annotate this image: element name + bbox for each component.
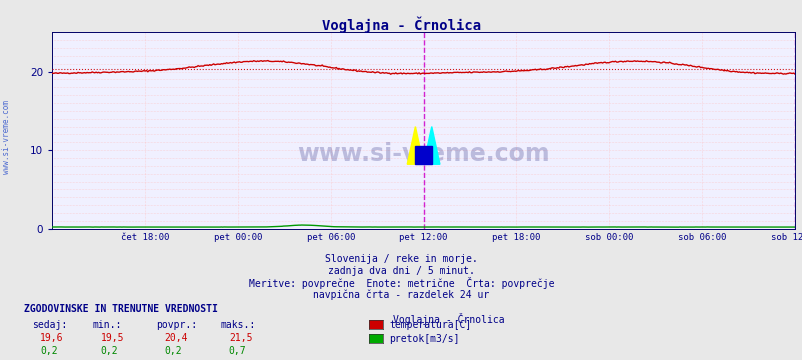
Text: zadnja dva dni / 5 minut.: zadnja dva dni / 5 minut. (328, 266, 474, 276)
Text: 0,2: 0,2 (164, 346, 182, 356)
Text: sedaj:: sedaj: (32, 320, 67, 330)
Text: 0,7: 0,7 (229, 346, 246, 356)
Text: www.si-vreme.com: www.si-vreme.com (2, 100, 11, 174)
Text: čet 18:00: čet 18:00 (121, 233, 169, 242)
Text: www.si-vreme.com: www.si-vreme.com (297, 142, 549, 166)
Text: pet 12:00: pet 12:00 (399, 233, 448, 242)
Text: sob 00:00: sob 00:00 (585, 233, 633, 242)
Text: Voglajna - Črnolica: Voglajna - Črnolica (322, 16, 480, 33)
Text: pet 18:00: pet 18:00 (492, 233, 540, 242)
Text: sob 06:00: sob 06:00 (677, 233, 725, 242)
Text: temperatura[C]: temperatura[C] (389, 320, 471, 330)
Text: min.:: min.: (92, 320, 122, 330)
Text: povpr.:: povpr.: (156, 320, 197, 330)
Text: 0,2: 0,2 (40, 346, 58, 356)
Text: Meritve: povprečne  Enote: metrične  Črta: povprečje: Meritve: povprečne Enote: metrične Črta:… (249, 277, 553, 289)
Text: maks.:: maks.: (221, 320, 256, 330)
Polygon shape (415, 146, 431, 164)
Text: pet 06:00: pet 06:00 (306, 233, 354, 242)
Text: 19,6: 19,6 (40, 333, 63, 343)
Text: navpična črta - razdelek 24 ur: navpična črta - razdelek 24 ur (313, 289, 489, 300)
Text: pretok[m3/s]: pretok[m3/s] (389, 334, 460, 344)
Text: ZGODOVINSKE IN TRENUTNE VREDNOSTI: ZGODOVINSKE IN TRENUTNE VREDNOSTI (24, 304, 217, 314)
Polygon shape (423, 127, 439, 164)
Text: 20,4: 20,4 (164, 333, 188, 343)
Polygon shape (407, 127, 423, 164)
Text: pet 00:00: pet 00:00 (213, 233, 261, 242)
Text: 19,5: 19,5 (100, 333, 124, 343)
Text: Voglajna - Črnolica: Voglajna - Črnolica (393, 313, 504, 325)
Text: 21,5: 21,5 (229, 333, 252, 343)
Text: Slovenija / reke in morje.: Slovenija / reke in morje. (325, 254, 477, 264)
Text: 0,2: 0,2 (100, 346, 118, 356)
Text: sob 12:00: sob 12:00 (770, 233, 802, 242)
